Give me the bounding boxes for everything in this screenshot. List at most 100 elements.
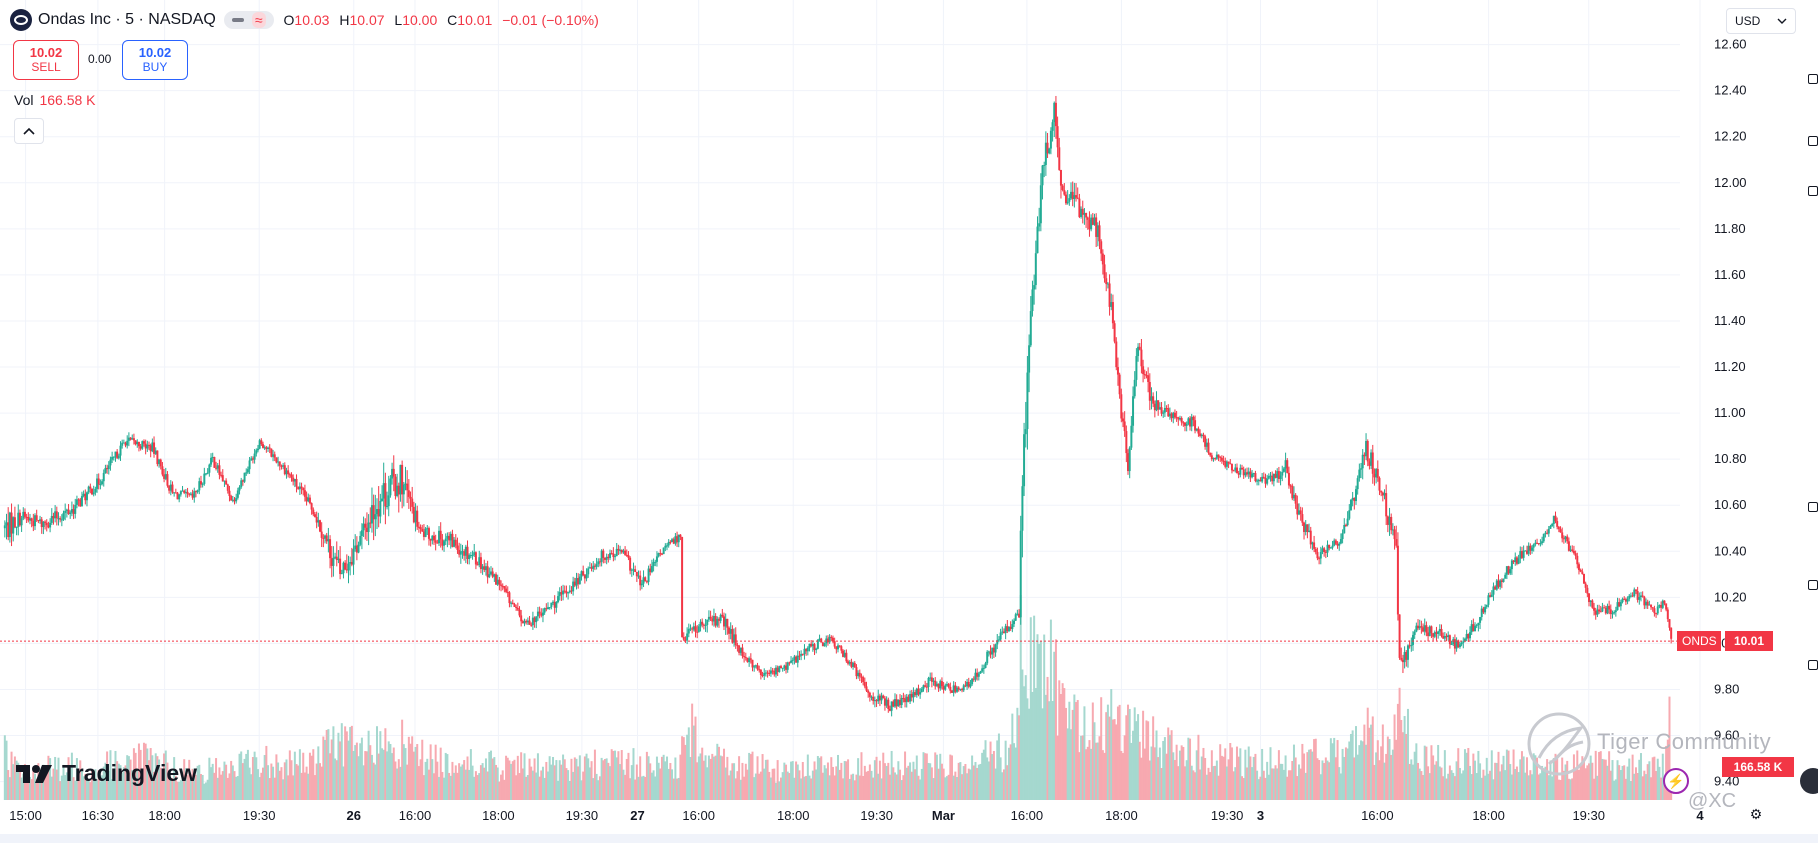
volume-bar xyxy=(843,761,846,800)
volume-bar xyxy=(119,765,122,800)
volume-bar xyxy=(1095,742,1098,800)
volume-bar xyxy=(679,754,682,800)
volume-bar xyxy=(1626,766,1629,800)
volume-bar xyxy=(1613,780,1616,800)
toolbar-icon[interactable] xyxy=(1808,136,1818,146)
candle-body xyxy=(1458,644,1461,648)
candle-body xyxy=(1484,606,1487,613)
volume-bar xyxy=(773,768,776,800)
symbol-title[interactable]: Ondas Inc · 5 · NASDAQ xyxy=(38,11,216,28)
volume-bar xyxy=(1422,775,1425,800)
volume-bar xyxy=(386,751,389,800)
candle-body xyxy=(379,500,382,517)
volume-bar xyxy=(70,752,73,800)
volume-bar xyxy=(474,771,477,800)
volume-bar xyxy=(857,758,860,800)
toolbar-icon[interactable] xyxy=(1808,580,1818,590)
scroll-to-realtime-button[interactable] xyxy=(1800,768,1818,794)
currency-select[interactable]: USD xyxy=(1726,8,1796,34)
candle-body xyxy=(833,641,836,647)
candle-body xyxy=(1666,609,1669,620)
candle-body xyxy=(966,681,969,687)
volume-bar xyxy=(887,762,890,800)
candle-body xyxy=(588,567,591,569)
volume-bar xyxy=(298,749,301,800)
volume-bar xyxy=(1306,752,1309,800)
candle-body xyxy=(977,673,980,677)
candle-body xyxy=(612,553,615,558)
candle-body xyxy=(805,648,808,652)
volume-bar xyxy=(1658,766,1661,800)
toolbar-icon[interactable] xyxy=(1808,74,1818,84)
volume-bar xyxy=(850,774,853,800)
candle-body xyxy=(878,695,881,701)
volume-bar xyxy=(1601,758,1604,800)
candle-body xyxy=(484,566,487,571)
candle-body xyxy=(1623,598,1626,600)
volume-bar xyxy=(552,756,555,800)
indicator-toggle[interactable]: ≈ xyxy=(223,11,274,29)
candle-body xyxy=(603,557,606,560)
volume-bar xyxy=(1296,776,1299,800)
candle-body xyxy=(622,550,625,553)
volume-bar xyxy=(1080,735,1083,800)
tradingview-logo[interactable]: TradingView xyxy=(16,760,197,787)
candle-body xyxy=(996,640,999,645)
volume-bar xyxy=(1013,743,1016,800)
volume-bar xyxy=(900,780,903,800)
volume-bar xyxy=(647,756,650,800)
candle-body xyxy=(1304,524,1307,532)
candle-body xyxy=(45,522,48,526)
candle-body xyxy=(1532,544,1535,548)
volume-bar xyxy=(1390,754,1393,800)
volume-bar xyxy=(1043,634,1046,800)
volume-bar xyxy=(1210,750,1213,800)
candle-body xyxy=(1576,555,1579,565)
ondas-logo-icon[interactable] xyxy=(10,9,32,31)
volume-bar xyxy=(260,772,263,800)
gear-icon[interactable]: ⚙ xyxy=(1749,805,1763,822)
candle-body xyxy=(54,511,57,519)
candle-body xyxy=(731,629,734,643)
candle-body xyxy=(474,552,477,565)
candle-body xyxy=(696,631,699,633)
volume-bar xyxy=(438,776,441,800)
candle-body xyxy=(12,517,15,534)
toolbar-icon[interactable] xyxy=(1808,660,1818,670)
volume-bar xyxy=(567,770,570,800)
lightning-icon[interactable]: ⚡ xyxy=(1663,768,1689,794)
sell-button[interactable]: 10.02 SELL xyxy=(13,40,79,80)
volume-bar xyxy=(1281,763,1284,800)
volume-bar xyxy=(754,773,757,800)
candle-body xyxy=(694,626,697,632)
candle-body xyxy=(587,568,590,575)
volume-bar xyxy=(820,756,823,800)
volume-bar xyxy=(148,760,151,800)
candle-body xyxy=(221,475,224,482)
volume-bar xyxy=(717,746,720,800)
y-tick-label: 9.80 xyxy=(1714,681,1739,696)
volume-bar xyxy=(1209,772,1212,800)
toolbar-icon[interactable] xyxy=(1808,502,1818,512)
volume-bar xyxy=(716,743,719,800)
candle-body xyxy=(253,453,256,460)
volume-bar xyxy=(132,748,135,800)
volume-bar xyxy=(1132,730,1135,800)
candle-body xyxy=(674,536,677,544)
candle-body xyxy=(877,695,880,702)
candle-body xyxy=(473,552,476,555)
candle-body xyxy=(1204,436,1207,447)
candle-body xyxy=(813,644,816,651)
volume-bar xyxy=(22,773,25,800)
volume-bar xyxy=(156,756,159,800)
volume-bar xyxy=(1239,748,1242,800)
volume-bar xyxy=(837,754,839,800)
collapse-legend-button[interactable] xyxy=(14,118,44,144)
candle-body xyxy=(981,668,984,672)
buy-button[interactable]: 10.02 BUY xyxy=(122,40,188,80)
candle-body xyxy=(23,511,26,517)
candle-body xyxy=(801,653,804,655)
candle-body xyxy=(1338,543,1341,546)
toolbar-icon[interactable] xyxy=(1808,186,1818,196)
